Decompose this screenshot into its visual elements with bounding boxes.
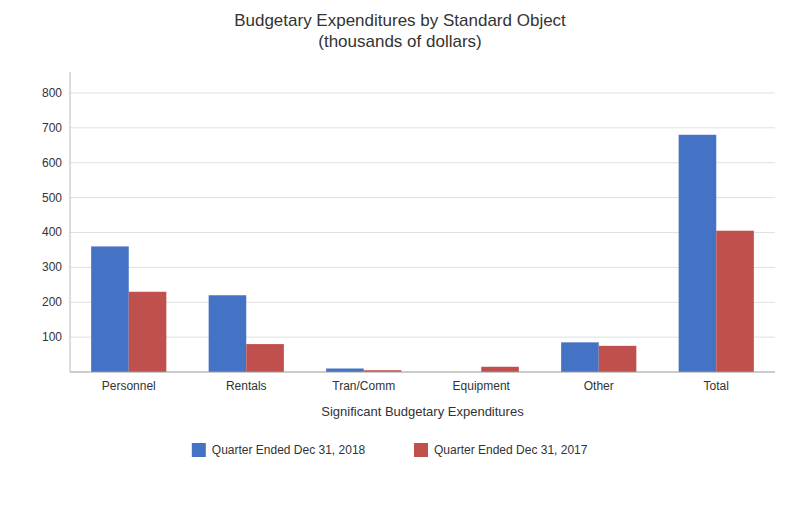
bar — [481, 367, 519, 372]
legend-swatch — [414, 443, 428, 457]
legend-label: Quarter Ended Dec 31, 2018 — [212, 443, 366, 457]
bar — [326, 369, 364, 372]
title-line: (thousands of dollars) — [318, 32, 481, 51]
y-axis-line — [70, 72, 71, 372]
x-tick-label: Tran/Comm — [332, 379, 395, 393]
y-tick-label: 700 — [42, 121, 62, 135]
legend-label: Quarter Ended Dec 31, 2017 — [434, 443, 588, 457]
grid-line — [70, 92, 775, 93]
bar — [679, 135, 717, 372]
x-axis-line — [70, 372, 775, 373]
grid-line — [70, 267, 775, 268]
grid-line — [70, 162, 775, 163]
bar — [561, 342, 599, 372]
grid-line — [70, 197, 775, 198]
bar — [91, 246, 129, 372]
bar — [246, 344, 284, 372]
bar — [209, 295, 247, 372]
bars — [91, 135, 754, 372]
grid — [70, 93, 775, 337]
x-tick-label: Total — [704, 379, 729, 393]
x-tick-label: Equipment — [453, 379, 511, 393]
x-tick-label: Personnel — [102, 379, 156, 393]
y-tick-label: 500 — [42, 191, 62, 205]
x-axis-label: Significant Budgetary Expenditures — [321, 404, 524, 419]
grid-line — [70, 232, 775, 233]
bar — [129, 292, 167, 372]
bar — [716, 231, 754, 372]
legend-swatch — [192, 443, 206, 457]
x-tick-label: Other — [584, 379, 614, 393]
x-tick-label: Rentals — [226, 379, 267, 393]
y-tick-label: 800 — [42, 86, 62, 100]
chart-svg: Budgetary Expenditures by Standard Objec… — [0, 0, 800, 509]
chart-title: Budgetary Expenditures by Standard Objec… — [234, 11, 566, 51]
grid-line — [70, 337, 775, 338]
y-tick-label: 200 — [42, 295, 62, 309]
y-tick-label: 300 — [42, 260, 62, 274]
y-tick-label: 100 — [42, 330, 62, 344]
bar — [599, 346, 637, 372]
legend: Quarter Ended Dec 31, 2018 Quarter Ended … — [192, 443, 588, 457]
grid-line — [70, 302, 775, 303]
y-tick-label: 400 — [42, 225, 62, 239]
y-tick-label: 600 — [42, 156, 62, 170]
grid-line — [70, 127, 775, 128]
chart-container: Budgetary Expenditures by Standard Objec… — [0, 0, 800, 509]
title-line: Budgetary Expenditures by Standard Objec… — [234, 11, 566, 30]
